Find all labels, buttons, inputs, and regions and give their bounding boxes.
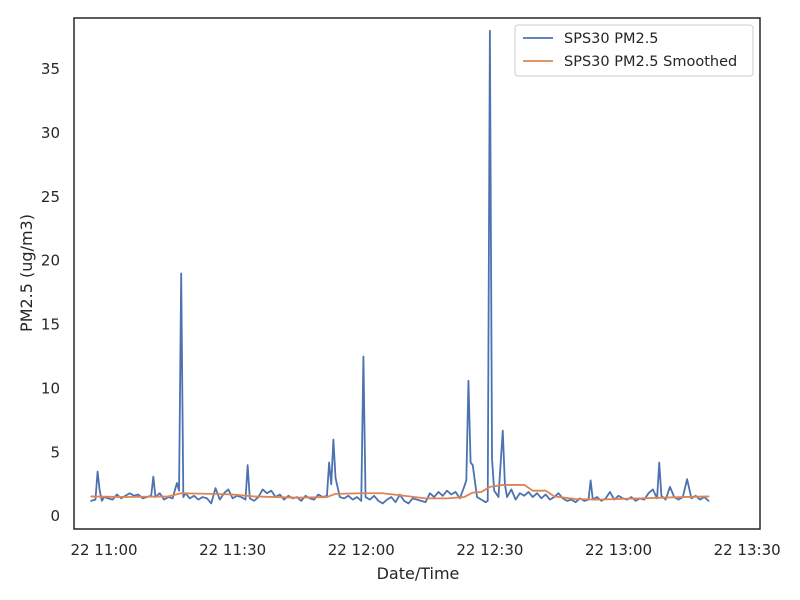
y-tick-label-0: 0 [50,507,60,525]
y-tick-label-25: 25 [41,188,60,206]
x-tick-label-22-13-00: 22 13:00 [585,541,652,559]
series-line-sps30-pm2-5 [90,29,710,505]
y-tick-label-15: 15 [41,316,60,334]
x-axis-label: Date/Time [377,564,460,583]
y-tick-label-5: 5 [50,443,60,461]
legend-label-sps30-pm25: SPS30 PM2.5 [564,31,659,47]
y-tick-labels: 0 5 10 15 20 25 30 35 [41,60,60,525]
x-tick-label-22-12-30: 22 12:30 [456,541,523,559]
x-tick-label-22-13-30: 22 13:30 [714,541,781,559]
axes-frame [73,17,761,530]
series-lines [90,29,710,505]
x-tick-label-22-12-00: 22 12:00 [328,541,395,559]
y-tick-label-20: 20 [41,252,60,270]
series-line-sps30-pm2-5-smoothed [90,484,710,501]
y-tick-label-35: 35 [41,60,60,78]
y-tick-label-10: 10 [41,379,60,397]
y-axis-label: PM2.5 (ug/m3) [17,214,36,332]
x-tick-label-22-11-00: 22 11:00 [70,541,137,559]
legend-box [514,24,754,77]
x-tick-labels: 22 11:00 22 11:30 22 12:00 22 12:30 22 13:00… [70,541,780,559]
y-tick-label-30: 30 [41,124,60,142]
legend: SPS30 PM2.5 SPS30 PM2.5 Smoothed [514,24,754,77]
x-tick-label-22-11-30: 22 11:30 [199,541,266,559]
legend-label-sps30-pm25-smoothed: SPS30 PM2.5 Smoothed [564,54,737,70]
plot-area [74,18,760,529]
